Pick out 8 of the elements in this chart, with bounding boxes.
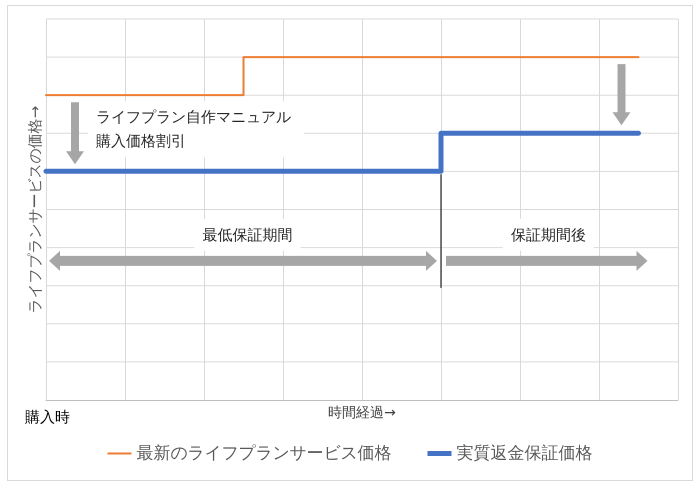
y-axis-title: ライフプランサービスの価格→ [26,106,44,314]
annotation: 保証期間後 [510,226,586,244]
x-axis-title: 時間経過→ [328,405,396,421]
legend-label: 実質返金保証価格 [456,444,592,464]
text: 購入時 [25,408,70,426]
annotation: 最低保証期間 [202,226,292,244]
legend-label: 最新のライフプランサービス価格 [136,444,392,464]
annotation: ライフプラン自作マニュアル購入価格割引 [96,108,291,150]
